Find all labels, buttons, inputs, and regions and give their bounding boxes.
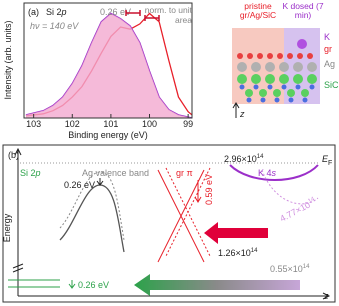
x-axis-label: Binding energy (eV)	[68, 130, 148, 140]
sic-row	[237, 74, 317, 97]
graphene-cone-shifted	[165, 167, 211, 257]
k-atom	[297, 39, 307, 49]
transfer-arrow	[134, 274, 300, 296]
normalization-box: norm. to unit area	[144, 5, 192, 25]
panel-a: 99 100 101 102 103 (a) Si 2p hν = 140 eV 0.2…	[3, 2, 193, 140]
si-band-label: Si 2p	[20, 168, 41, 178]
panel-b-label: (b)	[8, 150, 19, 160]
species-k: K	[324, 32, 330, 42]
k-band-label: K 4s	[258, 168, 277, 178]
legend-pristine-box: pristine gr/Ag/SiC	[239, 2, 277, 20]
gr-row	[237, 53, 313, 59]
panel-b: (b) Energy z EF Si 2p Ag valence band gr…	[2, 144, 336, 303]
ag-shift-arrow	[96, 178, 104, 186]
k-density-dotted: 4.77×1014	[278, 196, 318, 224]
axes	[14, 147, 331, 300]
si-levels	[8, 279, 60, 288]
k-density: 2.96×1014	[224, 154, 264, 164]
z-arrow	[232, 102, 240, 118]
x-tick-label: 102	[65, 119, 80, 129]
area	[25, 13, 193, 119]
ag-band-shifted	[59, 171, 125, 241]
gr-shift-arrow	[194, 180, 202, 203]
z-axis-label: z	[323, 291, 329, 301]
species-ag: Ag	[324, 59, 335, 69]
si-shift: 0.26 eV	[78, 280, 109, 290]
c-row	[239, 84, 315, 103]
normalization: norm. to unit area	[144, 5, 192, 25]
x-tick-label: 99	[183, 119, 193, 129]
panel-label: (a)	[28, 7, 39, 17]
ag-shift: 0.26 eV	[64, 180, 95, 190]
schematic: pristine gr/Ag/SiC K dosed (7 min) K gr …	[232, 2, 339, 119]
panel-b-frame	[2, 144, 336, 303]
shift-label: 0.26 eV	[100, 7, 131, 17]
x-tick-label: 101	[103, 119, 118, 129]
gr-density: 1.26×1014	[218, 248, 258, 258]
y-axis-label: Intensity (arb. units)	[3, 20, 13, 99]
energy-label: Energy	[2, 213, 12, 242]
shift-markers	[125, 10, 160, 21]
ag-row	[237, 62, 317, 72]
graphene-cone	[157, 169, 205, 263]
gr-shift: 0.59 eV	[204, 174, 214, 205]
gr-transfer-arrow	[204, 222, 268, 244]
z-label: z	[239, 109, 245, 119]
photon-energy: hν = 140 eV	[30, 21, 79, 31]
k-band	[229, 164, 319, 181]
legend-dosed-box: K dosed (7 min)	[282, 2, 324, 20]
species-gr: gr	[324, 44, 332, 54]
gr-band-label: gr π	[176, 168, 193, 178]
legend-pristine: pristine gr/Ag/SiC	[239, 2, 277, 20]
legend-dosed: K dosed (7 min)	[282, 2, 324, 20]
fermi-level: EF	[322, 154, 332, 167]
si-shift-arrow	[68, 280, 76, 289]
ag-band	[59, 184, 125, 253]
species-sic: SiC	[324, 80, 339, 90]
x-tick-label: 100	[142, 119, 157, 129]
transfer-density: 0.55×1014	[270, 264, 310, 274]
x-tick-label: 103	[26, 119, 41, 129]
core-level: Si 2p	[46, 7, 67, 17]
plot-frame	[23, 2, 193, 119]
ag-band-label: Ag valence band	[82, 168, 149, 178]
axis-break	[12, 263, 24, 273]
